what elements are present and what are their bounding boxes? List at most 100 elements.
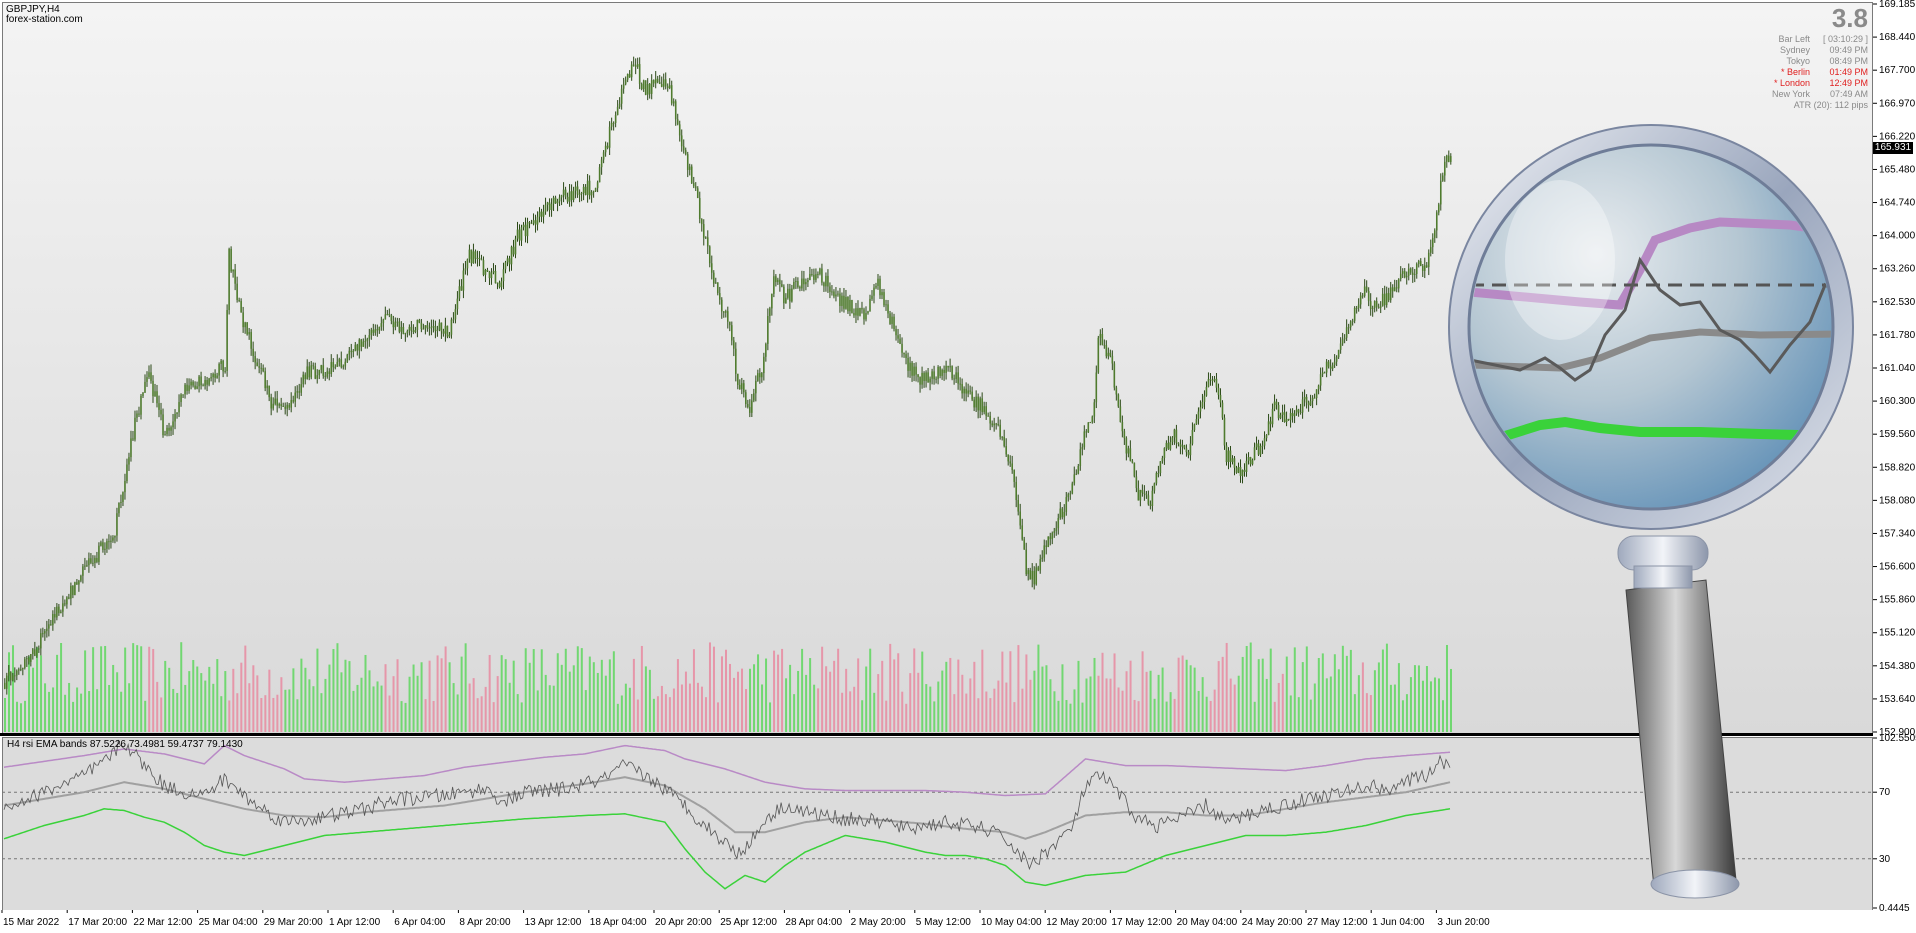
candle-body (292, 400, 294, 402)
volume-bar (1237, 675, 1240, 732)
candle-body (464, 268, 467, 271)
candle-body (700, 218, 703, 225)
volume-bar (945, 661, 948, 732)
candle-body (1021, 525, 1024, 540)
candle-body (358, 339, 361, 351)
volume-bar (1233, 684, 1236, 732)
volume-bar (1189, 665, 1192, 732)
candle-body (863, 309, 865, 320)
candle-body (769, 308, 771, 316)
candle-body (917, 374, 919, 378)
candle-body (785, 297, 787, 304)
candle-body (104, 548, 106, 550)
volume-bar (865, 666, 868, 732)
candle-body (720, 299, 723, 312)
candle-body (476, 257, 479, 259)
candle-body (622, 84, 625, 89)
candle-body (508, 258, 511, 265)
candle-body (987, 415, 989, 417)
candle-body (620, 88, 623, 104)
indicator-tick-label: 70 (1879, 787, 1891, 798)
volume-bar (336, 643, 339, 732)
candle-body (1281, 412, 1284, 415)
volume-bar (961, 674, 964, 732)
volume-bar (1257, 659, 1260, 732)
candle-body (268, 385, 270, 398)
candle-body (390, 315, 393, 321)
candle-body (1213, 378, 1216, 381)
candle-body (72, 585, 74, 595)
volume-bar (256, 675, 259, 732)
volume-bar (356, 684, 359, 732)
volume-bar (993, 688, 996, 732)
volume-bar (1445, 644, 1448, 732)
candle-body (1449, 156, 1452, 162)
candle-body (706, 237, 709, 247)
volume-bar (176, 692, 179, 732)
price-tick-label: 167.700 (1879, 65, 1916, 76)
volume-bar (664, 694, 667, 732)
volume-bar (777, 654, 780, 732)
candle-body (266, 385, 268, 389)
volume-bar (8, 652, 11, 732)
candle-body (434, 326, 437, 331)
candle-body (532, 220, 535, 224)
volume-bar (392, 676, 395, 732)
candle-body (941, 369, 943, 376)
volume-bar (236, 693, 239, 732)
candle-body (430, 326, 433, 329)
candle-body (340, 359, 343, 368)
candle-body (805, 282, 807, 285)
candle-body (1341, 339, 1344, 344)
candle-body (482, 260, 485, 275)
candle-body (1419, 260, 1422, 266)
candle-body (733, 340, 735, 349)
candle-body (370, 329, 373, 336)
candle-body (973, 399, 975, 408)
candle-body (1089, 422, 1092, 424)
time-tick-label: 18 Apr 04:00 (590, 917, 647, 928)
volume-bar (1129, 660, 1132, 732)
candle-body (1167, 442, 1170, 450)
volume-bar (1413, 665, 1416, 732)
candle-body (588, 180, 591, 196)
candle-body (1247, 457, 1250, 461)
candle-body (1023, 539, 1026, 550)
candle-body (1391, 287, 1394, 292)
volume-bar (1113, 653, 1116, 732)
candle-body (294, 392, 297, 402)
panel-divider[interactable] (0, 733, 1873, 736)
candle-body (650, 80, 653, 94)
candle-body (1335, 357, 1338, 362)
candle-body (1101, 334, 1104, 345)
volume-bar (1073, 689, 1076, 732)
candle-body (96, 557, 98, 562)
candle-body (1037, 567, 1040, 571)
candle-body (883, 292, 885, 306)
volume-bar (620, 695, 623, 732)
candle-body (931, 371, 933, 379)
candle-body (30, 654, 32, 662)
volume-bar (444, 646, 447, 732)
candle-body (1323, 372, 1326, 374)
candle-body (526, 222, 529, 237)
volume-bar (576, 646, 579, 732)
volume-bar (977, 698, 980, 732)
volume-bar (632, 658, 635, 732)
volume-bar (917, 672, 920, 732)
volume-bar (1309, 699, 1312, 732)
candle-body (833, 291, 835, 297)
candle-body (1025, 549, 1028, 575)
candle-body (1319, 374, 1322, 386)
volume-bar (124, 647, 127, 732)
volume-bar (304, 667, 307, 732)
candle-body (1033, 570, 1036, 585)
time-tick-label: 27 May 12:00 (1307, 917, 1368, 928)
candle-body (1347, 327, 1350, 329)
candle-body (1405, 275, 1408, 278)
volume-bar (668, 697, 671, 732)
candle-body (26, 658, 28, 660)
volume-bar (488, 654, 491, 732)
candle-body (765, 343, 767, 357)
